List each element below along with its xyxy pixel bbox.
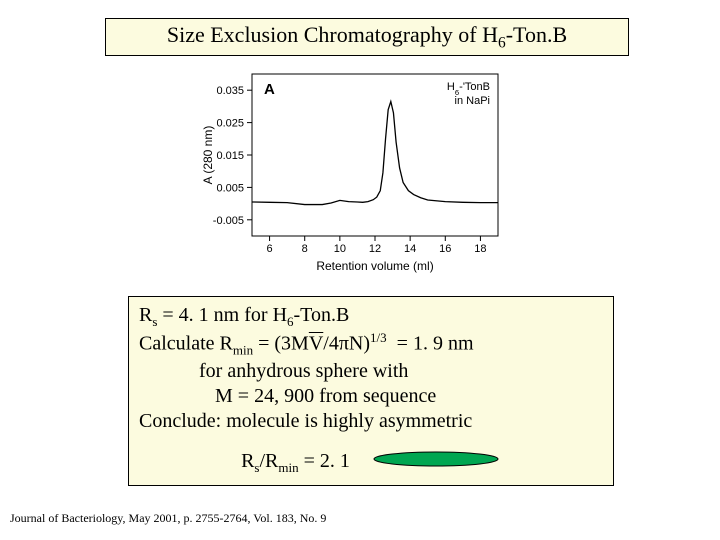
ratio-row: Rs/Rmin = 2. 1 [139, 448, 603, 477]
svg-text:0.015: 0.015 [216, 150, 244, 162]
slide-title: Size Exclusion Chromatography of H6-Ton.… [105, 18, 629, 56]
svg-text:A: A [264, 81, 275, 98]
svg-text:12: 12 [369, 243, 381, 255]
svg-text:14: 14 [404, 243, 416, 255]
chromatogram-chart: 6 8 10 12 14 16 18 -0.005 0.005 0.015 0.025 0.035 Re… [198, 66, 508, 276]
svg-text:16: 16 [439, 243, 451, 255]
sphere-line: for anhydrous sphere with [139, 359, 603, 384]
svg-text:in NaPi: in NaPi [455, 95, 490, 107]
asymmetry-ellipse-icon [371, 448, 501, 477]
rs-line: Rs = 4. 1 nm for H6-Ton.B [139, 303, 603, 330]
rmin-formula-line: Calculate Rmin = (3MV/4πN)1/3 = 1. 9 nm [139, 330, 603, 359]
svg-text:18: 18 [474, 243, 486, 255]
svg-text:-0.005: -0.005 [213, 215, 244, 227]
conclusion-line: Conclude: molecule is highly asymmetric [139, 409, 603, 434]
svg-text:8: 8 [302, 243, 308, 255]
svg-text:0.005: 0.005 [216, 182, 244, 194]
mass-line: M = 24, 900 from sequence [139, 384, 603, 409]
svg-text:Retention volume (ml): Retention volume (ml) [316, 259, 433, 273]
svg-text:A (280 nm): A (280 nm) [201, 126, 215, 185]
svg-text:0.035: 0.035 [216, 85, 244, 97]
svg-text:6: 6 [267, 243, 273, 255]
ratio-text: Rs/Rmin = 2. 1 [241, 450, 350, 472]
svg-text:0.025: 0.025 [216, 118, 244, 130]
analysis-box: Rs = 4. 1 nm for H6-Ton.B Calculate Rmin… [128, 296, 614, 486]
svg-text:10: 10 [334, 243, 346, 255]
citation-text: Journal of Bacteriology, May 2001, p. 27… [10, 511, 326, 526]
